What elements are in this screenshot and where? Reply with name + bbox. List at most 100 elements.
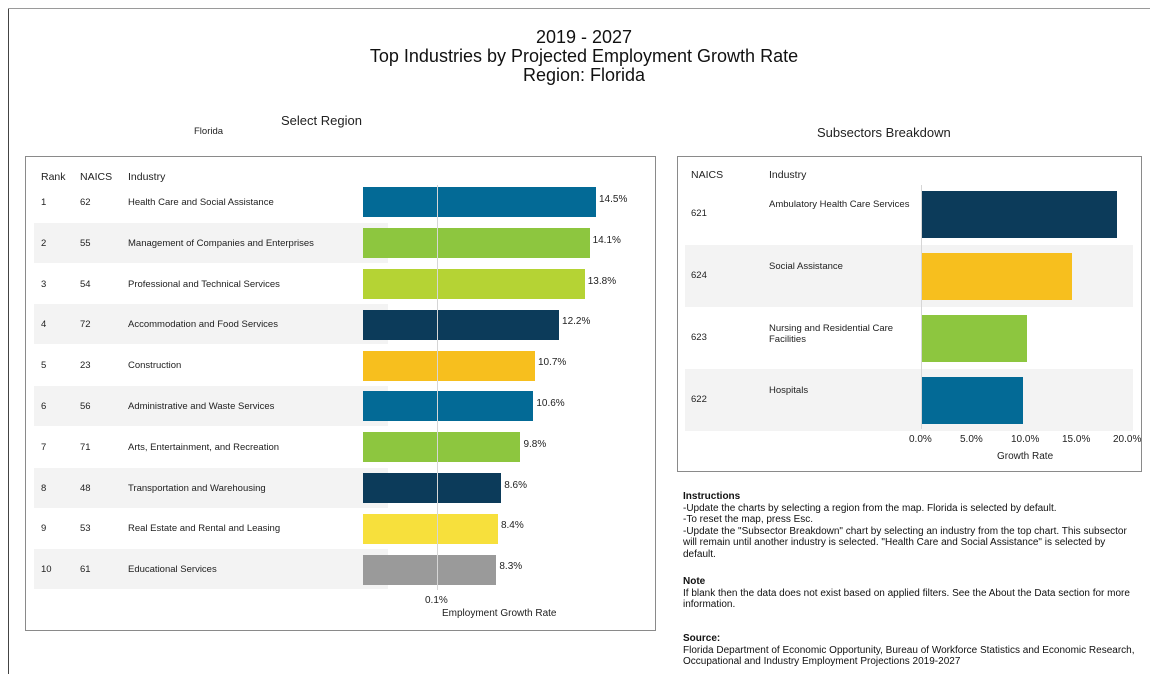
zero-line <box>437 185 438 590</box>
row-naics: 61 <box>80 564 91 576</box>
row-naics: 23 <box>80 360 91 372</box>
sub-row-naics: 624 <box>691 270 707 281</box>
note-block: Note If blank then the data does not exi… <box>683 576 1138 611</box>
instructions-block: Instructions -Update the charts by selec… <box>683 491 1138 560</box>
sub-row-industry: Nursing and Residential Care Facilities <box>769 323 894 345</box>
row-industry: Construction <box>128 360 182 372</box>
subsector-bar[interactable] <box>921 376 1023 424</box>
row-industry: Management of Companies and Enterprises <box>128 237 314 249</box>
sub-row-industry: Social Assistance <box>769 261 843 272</box>
row-industry: Transportation and Warehousing <box>128 482 266 494</box>
sub-x-tick-label: 20.0% <box>1113 434 1142 445</box>
column-header-industry: Industry <box>128 171 166 183</box>
row-rank: 9 <box>41 523 47 535</box>
select-region-label: Select Region <box>281 113 362 128</box>
sub-x-axis-label: Growth Rate <box>997 451 1054 462</box>
row-background <box>34 222 388 263</box>
row-background <box>34 467 388 508</box>
sub-column-header-naics: NAICS <box>691 169 724 181</box>
bar-value-label: 8.3% <box>499 561 523 573</box>
sub-row-naics: 623 <box>691 332 707 343</box>
industry-bar[interactable] <box>363 554 497 585</box>
column-header-naics: NAICS <box>80 171 113 183</box>
row-rank: 2 <box>41 237 47 249</box>
bar-value-label: 12.2% <box>562 316 591 328</box>
bar-value-label: 14.5% <box>599 194 628 205</box>
sub-row-industry: Hospitals <box>769 385 809 396</box>
subsector-bar[interactable] <box>921 190 1117 238</box>
title-region: Region: Florida <box>522 65 646 85</box>
row-rank: 8 <box>41 482 47 494</box>
row-rank: 10 <box>41 564 52 576</box>
instruction-line: -To reset the map, press Esc. <box>683 514 814 525</box>
row-naics: 55 <box>80 237 91 249</box>
industry-bar[interactable] <box>363 187 596 218</box>
row-industry: Arts, Entertainment, and Recreation <box>128 441 280 453</box>
row-rank: 6 <box>41 401 47 412</box>
bar-value-label: 9.8% <box>523 438 547 450</box>
sub-column-header-industry: Industry <box>769 169 807 181</box>
sub-row-industry: Ambulatory Health Care Services <box>769 199 910 210</box>
sub-x-tick-label: 10.0% <box>1011 434 1040 445</box>
sub-x-tick-label: 0.0% <box>909 434 932 445</box>
x-tick-label: 0.1% <box>425 595 448 606</box>
industry-bar[interactable] <box>363 391 534 422</box>
row-industry: Health Care and Social Assistance <box>128 197 274 208</box>
source-block: Source: Florida Department of Economic O… <box>683 633 1138 668</box>
row-naics: 53 <box>80 523 91 535</box>
industry-bar[interactable] <box>363 309 560 340</box>
row-rank: 5 <box>41 360 47 372</box>
row-industry: Accommodation and Food Services <box>128 319 278 331</box>
industry-bar[interactable] <box>363 432 521 463</box>
row-industry: Real Estate and Rental and Leasing <box>128 523 281 535</box>
industry-bar[interactable] <box>363 269 585 299</box>
row-naics: 72 <box>80 319 91 331</box>
sub-row-background <box>685 369 1133 431</box>
row-background <box>34 386 388 426</box>
bar-value-label: 14.1% <box>592 234 621 246</box>
subsectors-chart: NAICS Industry 621 Ambulatory Health Care… <box>677 156 1142 472</box>
instruction-line: -Update the "Subsector Breakdown" chart … <box>683 525 1127 560</box>
sub-x-tick-label: 15.0% <box>1062 434 1091 445</box>
row-naics: 48 <box>80 482 91 494</box>
sub-x-tick-label: 5.0% <box>960 434 983 445</box>
subsector-bar[interactable] <box>921 314 1028 362</box>
sub-row-naics: 621 <box>691 208 707 219</box>
instruction-line: -Update the charts by selecting a region… <box>683 502 1057 514</box>
sub-row-naics: 622 <box>691 394 707 405</box>
row-industry: Administrative and Waste Services <box>128 401 275 412</box>
row-rank: 3 <box>41 278 47 290</box>
bar-value-label: 8.4% <box>500 520 524 532</box>
row-industry: Professional and Technical Services <box>128 278 280 290</box>
page-title: Top Industries by Projected Employment G… <box>369 46 799 66</box>
row-rank: 4 <box>41 319 47 331</box>
frame-top-border <box>8 8 1150 9</box>
industry-bar[interactable] <box>363 513 498 544</box>
frame-left-border <box>8 8 9 674</box>
title-years: 2019 - 2027 <box>535 27 633 47</box>
industry-bar[interactable] <box>363 473 502 503</box>
row-naics: 62 <box>80 197 91 208</box>
row-naics: 54 <box>80 278 91 290</box>
row-rank: 7 <box>41 441 47 453</box>
subsector-bar[interactable] <box>921 252 1072 300</box>
column-header-rank: Rank <box>41 171 66 183</box>
instructions-heading: Instructions <box>683 491 741 502</box>
row-naics: 71 <box>80 441 91 453</box>
bar-value-label: 13.8% <box>587 275 617 287</box>
note-heading: Note <box>683 576 706 587</box>
top-industries-chart: Rank NAICS Industry 1 62 Health Care and S… <box>25 156 656 631</box>
source-text: Florida Department of Economic Opportuni… <box>683 644 1135 668</box>
row-naics: 56 <box>80 401 91 412</box>
row-background <box>34 304 388 345</box>
industry-bar[interactable] <box>363 228 590 259</box>
region-selector[interactable]: Florida <box>194 126 224 137</box>
subsectors-title: Subsectors Breakdown <box>817 125 951 140</box>
source-heading: Source: <box>683 633 721 644</box>
bar-value-label: 8.6% <box>504 479 527 491</box>
sub-zero-line <box>921 185 922 429</box>
industry-bar[interactable] <box>363 350 535 381</box>
bar-value-label: 10.7% <box>537 357 567 369</box>
bar-value-label: 10.6% <box>536 398 565 409</box>
row-background <box>34 549 388 590</box>
